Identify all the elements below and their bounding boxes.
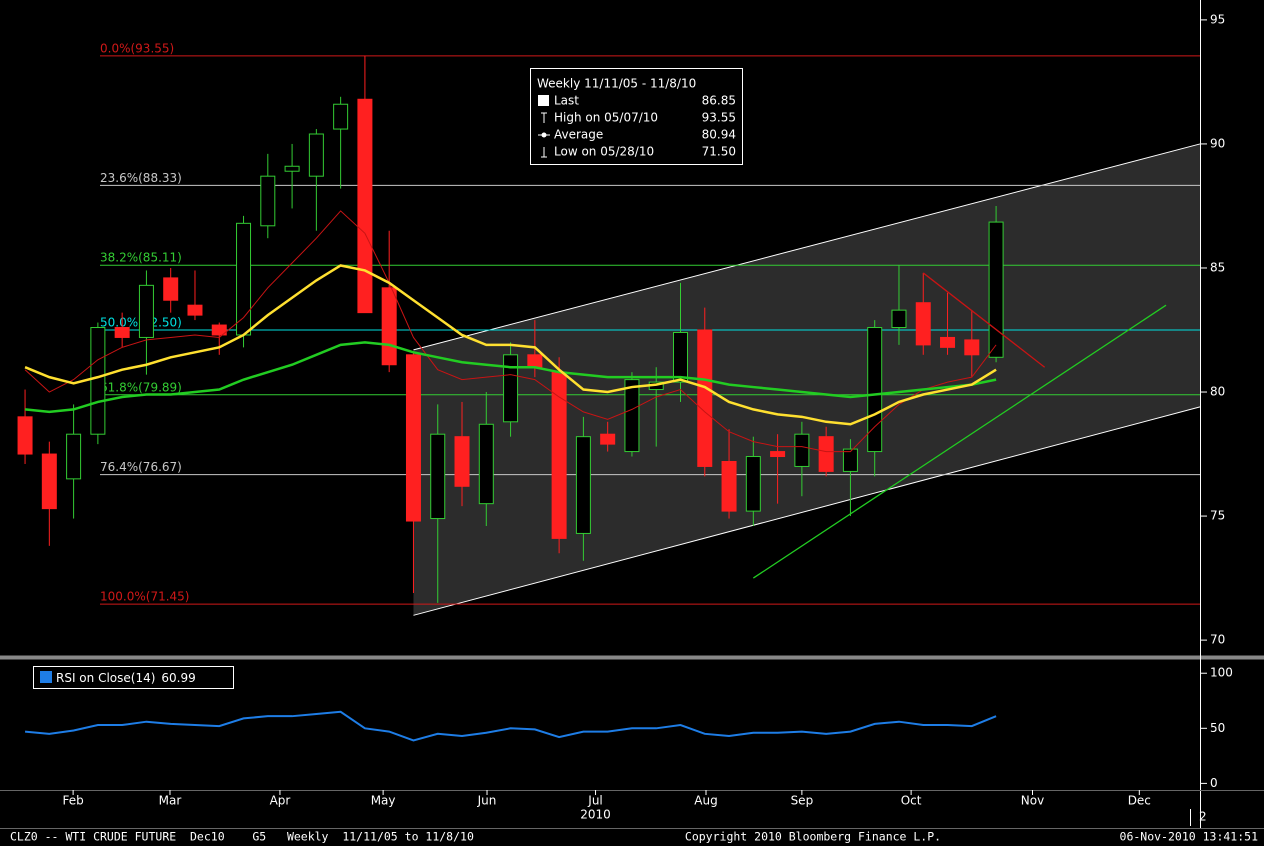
- candle-body: [503, 354, 519, 423]
- x-tick-label: Oct: [901, 794, 922, 808]
- fib-label: 38.2%(85.11): [100, 251, 182, 265]
- candle-body: [940, 336, 956, 348]
- legend-symbol: [541, 132, 547, 138]
- candle-body: [891, 309, 907, 329]
- x-tick-label: Aug: [694, 794, 717, 808]
- candle-body: [187, 304, 203, 316]
- candle-body: [575, 436, 591, 534]
- legend-label: Average: [554, 128, 603, 142]
- candle-body: [478, 423, 494, 505]
- channel-line: [413, 406, 1201, 616]
- y-tick-label: 95: [1210, 12, 1225, 26]
- fib-label: 23.6%(88.33): [100, 171, 182, 185]
- candle-body: [41, 453, 57, 510]
- candle-body: [333, 103, 349, 130]
- moving-average: [24, 341, 997, 414]
- trend-line: [752, 304, 1167, 579]
- candle-body: [430, 433, 446, 520]
- candle-body: [624, 379, 640, 453]
- y-tick-label: 0: [1210, 776, 1218, 790]
- x-tick-label: Jun: [477, 794, 497, 808]
- candle-body: [308, 133, 324, 177]
- y-tick-label: 85: [1210, 260, 1225, 274]
- y-tick-label: 80: [1210, 385, 1225, 399]
- candle-body: [66, 433, 82, 480]
- x-tick-label: Dec: [1128, 794, 1151, 808]
- moving-average: [24, 264, 997, 426]
- price-panel: 0.0%(93.55)23.6%(88.33)38.2%(85.11)50.0%…: [17, 12, 1225, 647]
- y-tick-label: 70: [1210, 633, 1225, 647]
- candle-body: [745, 456, 761, 512]
- moving-average: [24, 210, 997, 453]
- x-tick-label: Apr: [270, 794, 291, 808]
- footer-left: CLZ0 -- WTI CRUDE FUTURE Dec10 G5 Weekly…: [10, 830, 474, 844]
- candle-body: [381, 287, 397, 366]
- candle-body: [600, 433, 616, 445]
- y-tick-label: 50: [1210, 721, 1225, 735]
- rsi-label-text: RSI on Close(14): [56, 671, 155, 685]
- rsi-panel: 0 50 100 RSI on Close(14) 60.99: [24, 666, 1233, 790]
- legend-value: 80.94: [702, 128, 736, 142]
- fib-label: 76.4%(76.67): [100, 460, 182, 474]
- x-tick-label: Jul: [587, 794, 602, 808]
- x-tick-label: May: [371, 794, 396, 808]
- rsi-label: RSI on Close(14) 60.99: [56, 671, 196, 685]
- rsi-legend-swatch: [40, 671, 52, 683]
- y-tick-label: 75: [1210, 509, 1225, 523]
- legend-symbol: [538, 95, 549, 106]
- candle-body: [818, 436, 834, 472]
- x-tick-label: Nov: [1021, 794, 1044, 808]
- candle-body: [842, 448, 858, 472]
- candle-body: [211, 324, 227, 336]
- candle-body: [527, 354, 543, 368]
- trend-line: [922, 272, 1046, 368]
- rsi-label-box: [33, 666, 234, 689]
- x-axis: Feb Mar Apr May Jun Jul Aug Sep Oct Nov Dec 2010 2: [62, 790, 1207, 826]
- candle-body: [405, 354, 421, 522]
- year-label: 2010: [580, 808, 611, 822]
- y-tick-label: 90: [1210, 136, 1225, 150]
- legend-value: 86.85: [702, 94, 736, 108]
- candle-body: [90, 327, 106, 435]
- x-tick-label: Sep: [791, 794, 814, 808]
- legend-label: Low on 05/28/10: [554, 145, 654, 159]
- legend-value: 93.55: [702, 111, 736, 125]
- y-tick-label: 100: [1210, 666, 1233, 680]
- footer-right: 06-Nov-2010 13:41:51: [1120, 830, 1259, 844]
- candle-body: [17, 416, 33, 455]
- candle-body: [964, 339, 980, 356]
- candle-body: [697, 329, 713, 467]
- legend-title: Weekly 11/11/05 - 11/8/10: [537, 77, 696, 91]
- candle-body: [770, 451, 786, 458]
- x-tick-label: Mar: [159, 794, 182, 808]
- fib-label: 61.8%(79.89): [100, 380, 182, 394]
- candle-body: [721, 460, 737, 512]
- x-tick-label: Feb: [62, 794, 83, 808]
- candle-body: [163, 277, 179, 301]
- legend-label: High on 05/07/10: [554, 111, 658, 125]
- candle-body: [138, 284, 154, 338]
- candle-body: [915, 302, 931, 346]
- edge-label: 2: [1199, 810, 1207, 824]
- candle-body: [867, 327, 883, 453]
- rsi-line: [24, 710, 997, 742]
- legend-box: [530, 68, 743, 165]
- fib-label: 100.0%(71.45): [100, 590, 189, 604]
- candle-body: [794, 433, 810, 467]
- candle-body: [357, 98, 373, 314]
- candle-body: [260, 175, 276, 227]
- candle-body: [114, 327, 130, 338]
- candle-body: [988, 221, 1004, 358]
- footer-center: Copyright 2010 Bloomberg Finance L.P.: [685, 830, 941, 844]
- candle-body: [672, 331, 688, 383]
- legend-value: 71.50: [702, 145, 736, 159]
- fib-label: 0.0%(93.55): [100, 41, 174, 55]
- rsi-last-value: 60.99: [161, 671, 195, 685]
- legend-label: Last: [554, 94, 579, 108]
- candle-body: [454, 436, 470, 487]
- channel-line: [413, 143, 1201, 351]
- candle-body: [284, 165, 300, 172]
